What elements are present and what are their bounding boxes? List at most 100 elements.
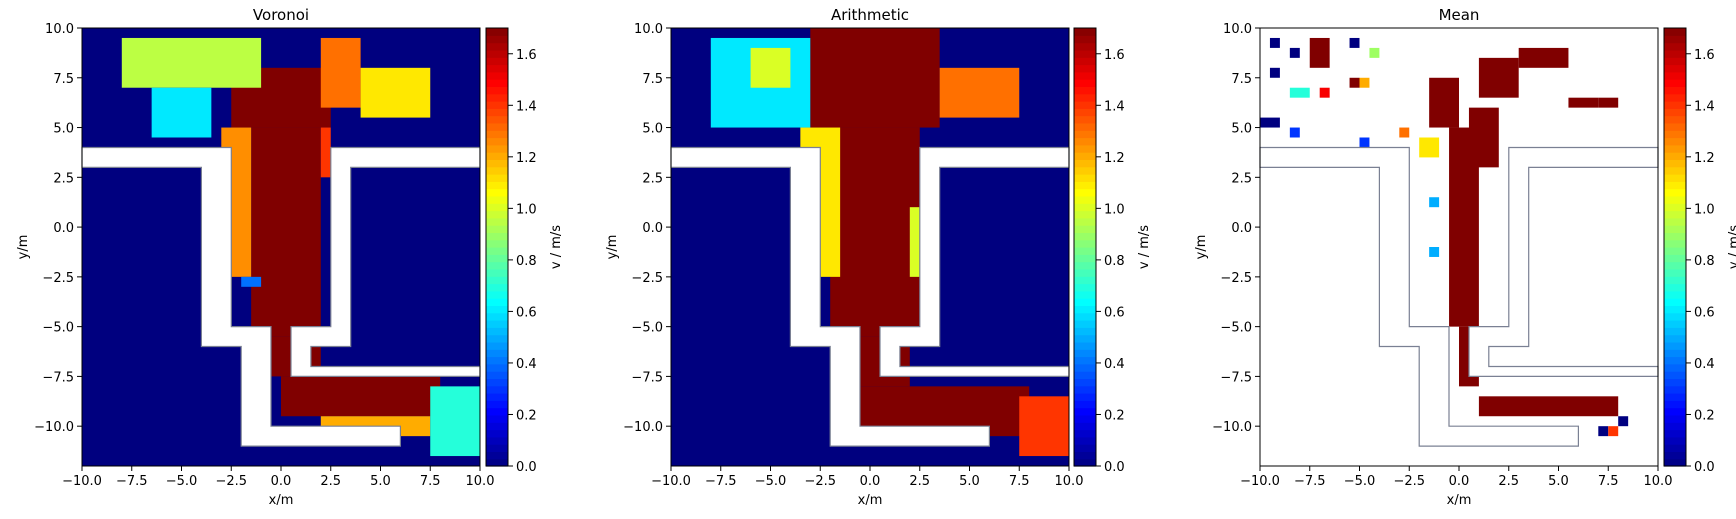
heatmap-cell [1319, 87, 1330, 98]
x-tick-label: 0.0 [1449, 474, 1470, 489]
colorbar-swatch [1664, 152, 1686, 160]
colorbar-tick-label: 1.2 [516, 151, 537, 166]
x-tick-label: −2.5 [215, 474, 247, 489]
colorbar-swatch [1074, 210, 1096, 219]
colorbar-swatch [1074, 232, 1096, 241]
colorbar-swatch [1074, 188, 1096, 197]
colorbar-swatch [1664, 79, 1686, 87]
colorbar-swatch [1664, 101, 1686, 109]
colorbar-swatch [1074, 363, 1096, 372]
colorbar-swatch [1074, 247, 1096, 255]
colorbar-swatch [1664, 115, 1686, 124]
colorbar-tick-label: 0.2 [516, 408, 537, 423]
heatmap-cell [1269, 37, 1280, 48]
y-tick-label: 7.5 [1231, 72, 1252, 87]
colorbar-swatch [1664, 188, 1686, 197]
y-tick-label: 5.0 [1231, 122, 1252, 137]
chart-panel-mean: −10.0 −7.5 −5.0 −2.5 0.0 2.5 5.0 7.5 10.0 10.0 7.5… [1194, 6, 1736, 508]
colorbar-swatch [1074, 305, 1096, 314]
heatmap-cell [1468, 107, 1499, 168]
colorbar-swatch [1074, 393, 1096, 401]
y-tick-label: −7.5 [42, 370, 74, 385]
colorbar-swatch [1074, 35, 1096, 44]
y-tick-label: −10.0 [623, 420, 663, 435]
colorbar-swatch [1074, 122, 1096, 131]
heatmap-cell [1618, 416, 1629, 427]
colorbar-swatch [486, 130, 508, 139]
colorbar-swatch [1664, 451, 1686, 460]
x-tick-label: 10.0 [1644, 474, 1673, 489]
colorbar-swatch [1664, 276, 1686, 285]
colorbar-swatch [1074, 312, 1096, 321]
y-tick-label: −2.5 [42, 271, 74, 286]
colorbar-swatch [1074, 283, 1096, 292]
colorbar-swatch [486, 210, 508, 219]
y-axis-label: y/m [605, 235, 620, 260]
colorbar-swatch [486, 268, 508, 277]
colorbar-swatch [1664, 312, 1686, 321]
colorbar-swatch [1074, 174, 1096, 182]
colorbar-swatch [1074, 64, 1096, 73]
colorbar-swatch [1074, 356, 1096, 365]
colorbar-swatch [486, 422, 508, 431]
heatmap-cell [1568, 97, 1599, 108]
colorbar-swatch [486, 181, 508, 190]
heatmap-cell [1598, 97, 1619, 108]
heatmap-cell [1269, 67, 1280, 78]
y-tick-label: 2.5 [1231, 171, 1252, 186]
colorbar-swatch [1664, 429, 1686, 438]
colorbar-swatch [1074, 458, 1096, 467]
colorbar-swatch [1074, 57, 1096, 66]
colorbar-swatch [1664, 444, 1686, 452]
x-tick-label: 5.0 [1548, 474, 1569, 489]
heatmap-cell [151, 87, 212, 138]
colorbar-swatch [486, 261, 508, 270]
colorbar-swatch [486, 393, 508, 401]
colorbar-swatch [1664, 195, 1686, 204]
x-tick-label: −5.0 [166, 474, 198, 489]
colorbar-swatch [1074, 371, 1096, 379]
colorbar-swatch [1074, 159, 1096, 168]
colorbar-swatch [486, 341, 508, 350]
y-tick-label: 10.0 [634, 22, 663, 37]
colorbar-swatch [486, 290, 508, 299]
y-tick-label: −7.5 [1220, 370, 1252, 385]
x-axis-label: x/m [1447, 493, 1472, 508]
chart-title: Voronoi [253, 6, 309, 24]
colorbar-swatch [1664, 225, 1686, 233]
colorbar-swatch [486, 312, 508, 321]
colorbar-swatch [1074, 298, 1096, 306]
colorbar-tick-label: 1.0 [1104, 202, 1125, 217]
colorbar-swatch [1074, 28, 1096, 36]
colorbar-swatch [1664, 64, 1686, 73]
colorbar-swatch [1074, 217, 1096, 226]
colorbar-swatch [1074, 79, 1096, 87]
colorbar-swatch [486, 108, 508, 117]
colorbar-swatch [486, 254, 508, 263]
colorbar-swatch [1074, 414, 1096, 423]
colorbar-swatch [1664, 334, 1686, 343]
colorbar-swatch [486, 444, 508, 452]
colorbar-swatch [486, 378, 508, 387]
colorbar-swatch [486, 49, 508, 58]
colorbar-swatch [486, 79, 508, 87]
colorbar: 0.0 0.2 0.4 0.6 0.8 1.0 1.2 1.4 1.6 v / m/s [485, 27, 564, 475]
heatmap-cell [1429, 247, 1440, 257]
colorbar-swatch [1664, 341, 1686, 350]
x-tick-label: 5.0 [370, 474, 391, 489]
colorbar-swatch [486, 28, 508, 36]
colorbar-tick-label: 0.6 [516, 305, 537, 320]
y-axis-label: y/m [1194, 235, 1209, 260]
colorbar-tick-label: 1.6 [516, 48, 537, 63]
colorbar-swatch [486, 458, 508, 467]
colorbar-swatch [1664, 232, 1686, 241]
colorbar-swatch [1664, 93, 1686, 102]
colorbar-swatch [1664, 122, 1686, 131]
heatmap-cell [281, 376, 441, 417]
colorbar-label: v / m/s [1137, 225, 1152, 269]
colorbar-swatch [1664, 254, 1686, 263]
colorbar-tick-label: 1.4 [1694, 99, 1715, 114]
x-tick-label: 2.5 [1498, 474, 1519, 489]
colorbar-swatch [1664, 57, 1686, 66]
colorbar-swatch [1074, 42, 1096, 51]
